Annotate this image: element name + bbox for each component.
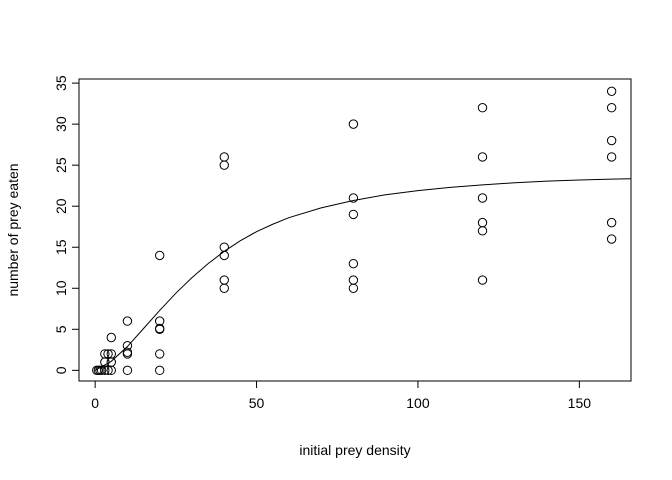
data-point — [477, 275, 488, 285]
data-point — [155, 349, 165, 359]
y-tick-label: 25 — [53, 157, 69, 173]
data-point — [348, 283, 359, 293]
fit-curve — [94, 178, 632, 371]
data-point — [155, 250, 165, 261]
data-point — [100, 349, 110, 359]
data-point — [477, 217, 488, 228]
data-point — [122, 347, 133, 357]
data-point — [103, 365, 113, 376]
data-point — [348, 209, 359, 220]
data-point — [219, 283, 229, 293]
y-tick-label: 15 — [53, 239, 69, 255]
data-point — [155, 365, 165, 376]
data-point — [106, 365, 116, 376]
data-point — [219, 242, 229, 252]
data-point — [348, 275, 359, 285]
data-point — [106, 332, 116, 343]
data-point — [348, 119, 359, 129]
x-axis-label: initial prey density — [299, 442, 410, 458]
y-tick-label: 0 — [53, 366, 69, 374]
data-point — [606, 135, 617, 146]
plot-frame — [78, 78, 632, 382]
y-tick-label: 10 — [53, 280, 69, 296]
x-axis: 0 50 100 150 — [91, 380, 592, 411]
y-axis: 0 5 10 15 20 25 30 35 — [53, 75, 80, 374]
data-point — [155, 316, 165, 326]
data-point — [477, 193, 488, 203]
data-point — [96, 365, 107, 376]
y-tick-label: 5 — [53, 325, 69, 333]
data-point — [103, 349, 113, 359]
y-tick-label: 35 — [53, 75, 69, 91]
y-axis-label: number of prey eaten — [5, 163, 21, 296]
data-point — [122, 365, 133, 376]
data-point — [122, 316, 133, 326]
data-point — [122, 341, 133, 351]
y-tick-label: 30 — [53, 116, 69, 132]
data-point — [219, 160, 229, 170]
y-tick-label: 20 — [53, 198, 69, 214]
data-point — [477, 103, 488, 113]
data-point — [606, 86, 617, 97]
data-point — [606, 103, 617, 113]
data-point — [155, 323, 165, 334]
x-tick-label: 150 — [568, 395, 592, 411]
data-point — [106, 349, 116, 359]
data-point — [348, 193, 359, 203]
data-point — [219, 275, 229, 285]
x-tick-label: 100 — [406, 395, 430, 411]
data-point — [477, 152, 488, 162]
data-point — [606, 217, 617, 228]
data-point — [606, 152, 617, 162]
data-point — [477, 226, 488, 236]
x-tick-label: 50 — [249, 395, 265, 411]
data-point — [219, 250, 229, 261]
data-points — [92, 86, 617, 376]
data-point — [348, 258, 359, 269]
x-tick-label: 0 — [91, 395, 99, 411]
data-point — [219, 152, 229, 162]
data-point — [606, 234, 617, 244]
